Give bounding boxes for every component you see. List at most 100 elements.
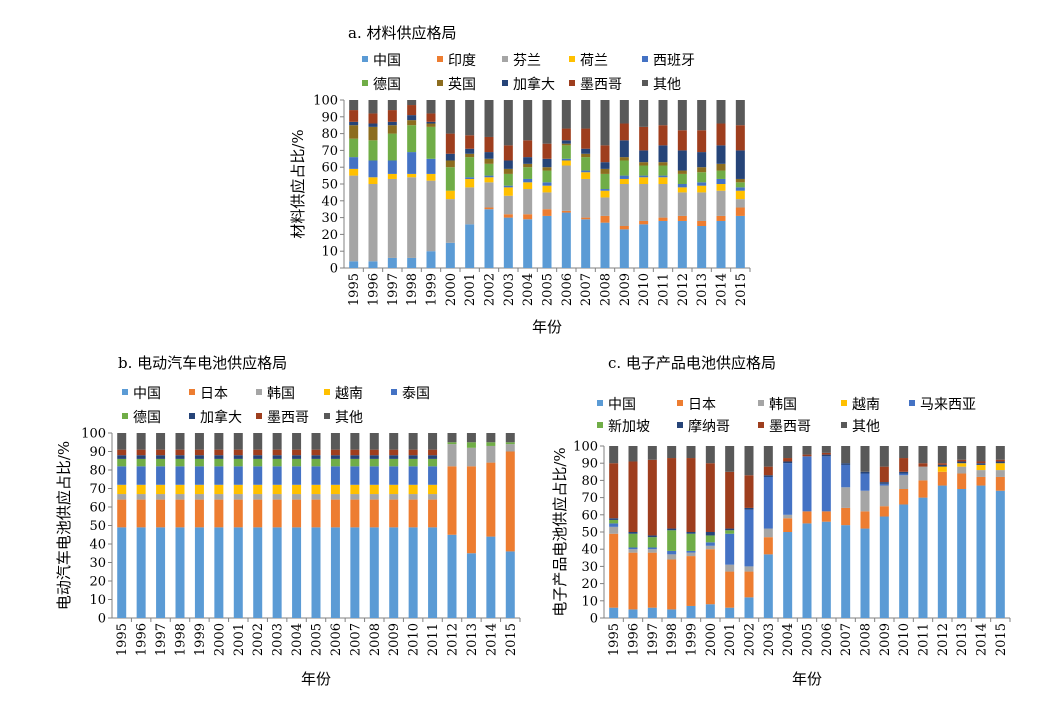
bar-segment <box>677 170 687 174</box>
bar-segment <box>860 490 870 512</box>
bar-segment <box>369 527 379 618</box>
x-tick-label: 1999 <box>425 273 440 306</box>
bar-segment <box>484 182 494 208</box>
x-tick-label: 2010 <box>407 623 422 656</box>
legend-label: 韩国 <box>267 386 295 402</box>
bar-segment <box>465 135 475 149</box>
bar-segment <box>581 153 591 158</box>
bar-segment <box>136 449 146 456</box>
y-tick-label: 60 <box>321 161 338 176</box>
bar-segment <box>387 121 397 126</box>
legend-label: 荷兰 <box>580 53 608 69</box>
bar-segment <box>735 207 745 216</box>
bar-segment <box>523 157 533 164</box>
bar-segment <box>821 446 831 453</box>
bar-segment <box>561 165 571 211</box>
bar-segment <box>725 571 735 608</box>
legend-swatch <box>642 56 648 62</box>
x-tick-label: 2003 <box>762 623 777 656</box>
bar-segment <box>311 527 321 618</box>
y-tick-label: 20 <box>581 577 598 592</box>
bar-segment <box>609 518 619 520</box>
bar-segment <box>879 483 889 486</box>
bar-segment <box>214 484 224 495</box>
bar-segment <box>899 475 909 489</box>
x-tick-label: 2000 <box>704 623 719 656</box>
x-tick-label: 2012 <box>676 273 691 306</box>
legend-swatch <box>502 56 508 62</box>
bar-segment <box>505 551 515 618</box>
y-tick-label: 10 <box>89 593 106 608</box>
bar-segment <box>639 162 649 166</box>
bar-segment <box>484 209 494 268</box>
bar-segment <box>233 499 243 528</box>
bar-segment <box>658 177 668 184</box>
bar-segment <box>677 184 687 188</box>
bar-segment <box>311 499 321 528</box>
bar-segment <box>697 182 707 186</box>
bar-segment <box>581 100 591 129</box>
bar-segment <box>350 494 360 500</box>
bar-segment <box>647 459 657 536</box>
bar-segment <box>389 499 399 528</box>
bar-segment <box>821 456 831 512</box>
legend-swatch <box>758 422 764 428</box>
bar-segment <box>628 532 638 534</box>
bar-segment <box>503 185 513 188</box>
bar-segment <box>639 175 649 178</box>
bar-segment <box>581 172 591 179</box>
y-tick-label: 10 <box>581 594 598 609</box>
bar-segment <box>136 499 146 528</box>
bar-segment <box>744 446 754 476</box>
bar-segment <box>156 527 166 618</box>
bar-segment <box>647 535 657 538</box>
bar-segment <box>292 458 302 467</box>
bar-segment <box>253 458 263 467</box>
bar-segment <box>879 485 889 507</box>
x-tick-label: 1998 <box>174 623 189 656</box>
bar-segment <box>253 449 263 456</box>
bar-segment <box>214 455 224 459</box>
bar-segment <box>194 527 204 618</box>
x-tick-label: 2014 <box>484 623 499 656</box>
bar-segment <box>272 499 282 528</box>
bar-segment <box>697 226 707 268</box>
bar-segment <box>368 123 378 127</box>
bar-segment <box>292 449 302 456</box>
y-tick-label: 90 <box>581 457 598 472</box>
bar-segment <box>879 516 889 618</box>
bar-segment <box>426 158 436 174</box>
y-tick-label: 60 <box>89 501 106 516</box>
bar-segment <box>426 173 436 181</box>
bar-segment <box>194 449 204 456</box>
bar-segment <box>117 455 127 459</box>
bar-segment <box>408 433 418 450</box>
bar-segment <box>447 534 457 618</box>
bar-segment <box>705 446 715 464</box>
bar-segment <box>194 499 204 528</box>
bar-segment <box>156 458 166 467</box>
bar-segment <box>619 184 629 226</box>
legend-swatch <box>391 389 397 395</box>
bar-segment <box>503 160 513 169</box>
bar-segment <box>484 100 494 137</box>
bar-segment <box>466 466 476 554</box>
bar-segment <box>763 554 773 618</box>
bar-segment <box>860 511 870 529</box>
bar-segment <box>705 542 715 546</box>
bar-segment <box>600 215 610 223</box>
bar-segment <box>330 449 340 456</box>
legend-swatch <box>437 56 443 62</box>
bar-segment <box>686 550 696 553</box>
bar-segment <box>253 527 263 618</box>
bar-segment <box>428 499 438 528</box>
bar-segment <box>735 190 745 200</box>
bar-segment <box>716 145 726 164</box>
bar-segment <box>214 458 224 467</box>
bar-segment <box>368 184 378 262</box>
bar-segment <box>445 242 455 268</box>
bar-segment <box>841 507 851 526</box>
x-tick-label: 2004 <box>781 623 796 656</box>
y-tick-label: 40 <box>581 543 598 558</box>
